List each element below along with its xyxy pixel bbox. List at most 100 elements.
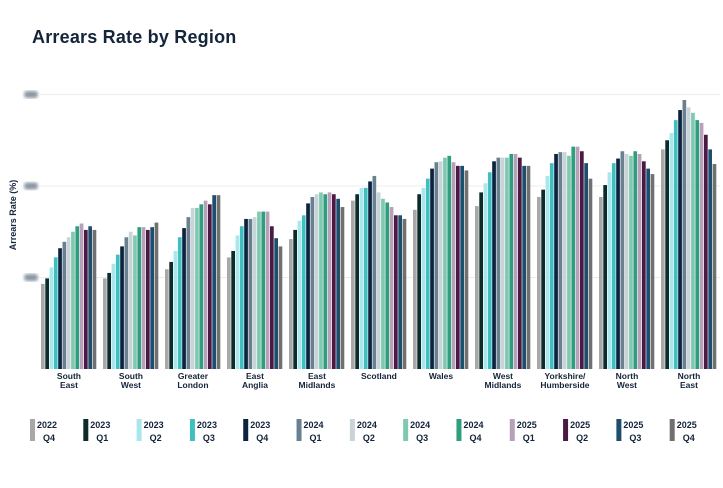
bar	[678, 110, 682, 370]
legend-swatch	[296, 419, 302, 441]
bar	[169, 261, 173, 369]
legend-label: Q3	[629, 433, 641, 443]
x-tick-label: London	[177, 380, 208, 390]
bar	[562, 152, 567, 369]
x-tick-label: West	[121, 380, 141, 390]
bar	[190, 207, 195, 369]
legend-swatch	[563, 419, 569, 441]
bar	[567, 155, 571, 369]
bar	[231, 250, 235, 369]
bar	[332, 194, 336, 369]
bar	[372, 175, 377, 369]
bar	[682, 99, 687, 370]
bar	[41, 283, 45, 369]
bar	[438, 161, 443, 369]
legend-label: 2023	[90, 420, 110, 430]
bar	[115, 254, 120, 369]
bar	[479, 192, 483, 369]
legend-item[interactable]: 2023 Q4	[243, 419, 270, 443]
bar	[133, 235, 137, 369]
legend-swatch	[456, 419, 462, 441]
bar	[686, 107, 691, 369]
bar	[505, 157, 509, 369]
bar	[359, 187, 364, 369]
bar	[537, 196, 541, 369]
legend-swatch	[189, 419, 195, 441]
bar	[500, 157, 505, 369]
bar	[150, 227, 154, 369]
legend-label: Q4	[469, 433, 481, 443]
bar	[509, 153, 514, 369]
bar	[71, 231, 75, 369]
chart-title: Arrears Rate by Region	[32, 27, 237, 47]
bar	[103, 278, 107, 369]
legend-item[interactable]: 2024 Q2	[349, 419, 377, 443]
bar	[278, 246, 283, 369]
bar	[58, 248, 62, 369]
bar	[413, 209, 417, 369]
legend-label: Q1	[96, 433, 108, 443]
bar	[195, 207, 199, 369]
bar	[554, 153, 558, 369]
bar	[351, 200, 355, 369]
bar	[323, 194, 328, 369]
legend-item[interactable]: 2025 Q1	[509, 419, 537, 443]
bar	[704, 134, 708, 369]
bar	[599, 196, 603, 369]
legend-label: Q1	[310, 433, 322, 443]
legend-item[interactable]: 2024 Q1	[296, 419, 324, 443]
bar	[665, 140, 669, 369]
legend-item[interactable]: 2025 Q4	[669, 419, 697, 443]
bar	[607, 172, 612, 369]
x-tick-label: East	[308, 371, 326, 381]
bar	[558, 152, 563, 369]
bar	[389, 207, 394, 369]
bar	[381, 198, 385, 369]
legend-label: Q4	[256, 433, 268, 443]
bar	[203, 200, 208, 369]
legend-label: 2024	[357, 420, 377, 430]
bar	[88, 226, 92, 369]
bar	[124, 237, 129, 369]
bar	[669, 132, 674, 369]
legend-item[interactable]: 2024 Q3	[403, 419, 430, 443]
x-tick-label: Wales	[429, 371, 454, 381]
bar	[541, 189, 545, 369]
x-tick-label: North	[616, 371, 639, 381]
legend-item[interactable]: 2023 Q1	[83, 419, 110, 443]
bar	[301, 215, 306, 369]
bar	[616, 158, 620, 369]
legend-swatch	[616, 419, 622, 441]
legend-label: Q4	[683, 433, 695, 443]
legend-item[interactable]: 2023 Q3	[189, 419, 217, 443]
bar	[580, 151, 584, 369]
legend-label: 2025	[517, 420, 537, 430]
legend-item[interactable]: 2024 Q4	[456, 419, 483, 443]
bar	[629, 155, 633, 369]
legend-swatch	[509, 419, 515, 441]
bar	[244, 218, 248, 369]
legend-item[interactable]: 2023 Q2	[136, 419, 164, 443]
x-tick-label: East	[680, 380, 698, 390]
bar	[252, 217, 257, 369]
bar	[355, 194, 359, 369]
bar	[340, 207, 345, 369]
legend-label: 2025	[570, 420, 590, 430]
legend-item[interactable]: 2022 Q4	[30, 419, 57, 443]
bar	[571, 146, 576, 369]
legend-swatch	[83, 419, 89, 441]
bar	[177, 237, 182, 369]
legend-item[interactable]: 2025 Q2	[563, 419, 590, 443]
x-tick-label: South	[57, 371, 81, 381]
legend-item[interactable]: 2025 Q3	[616, 419, 643, 443]
bar	[496, 157, 501, 369]
bar	[261, 211, 266, 369]
legend-label: 2025	[623, 420, 643, 430]
bar	[208, 204, 212, 369]
bar	[398, 215, 402, 369]
bar	[111, 263, 116, 369]
legend-label: 2024	[463, 420, 483, 430]
bar	[270, 226, 274, 369]
bar	[248, 218, 253, 369]
bar	[199, 204, 204, 369]
